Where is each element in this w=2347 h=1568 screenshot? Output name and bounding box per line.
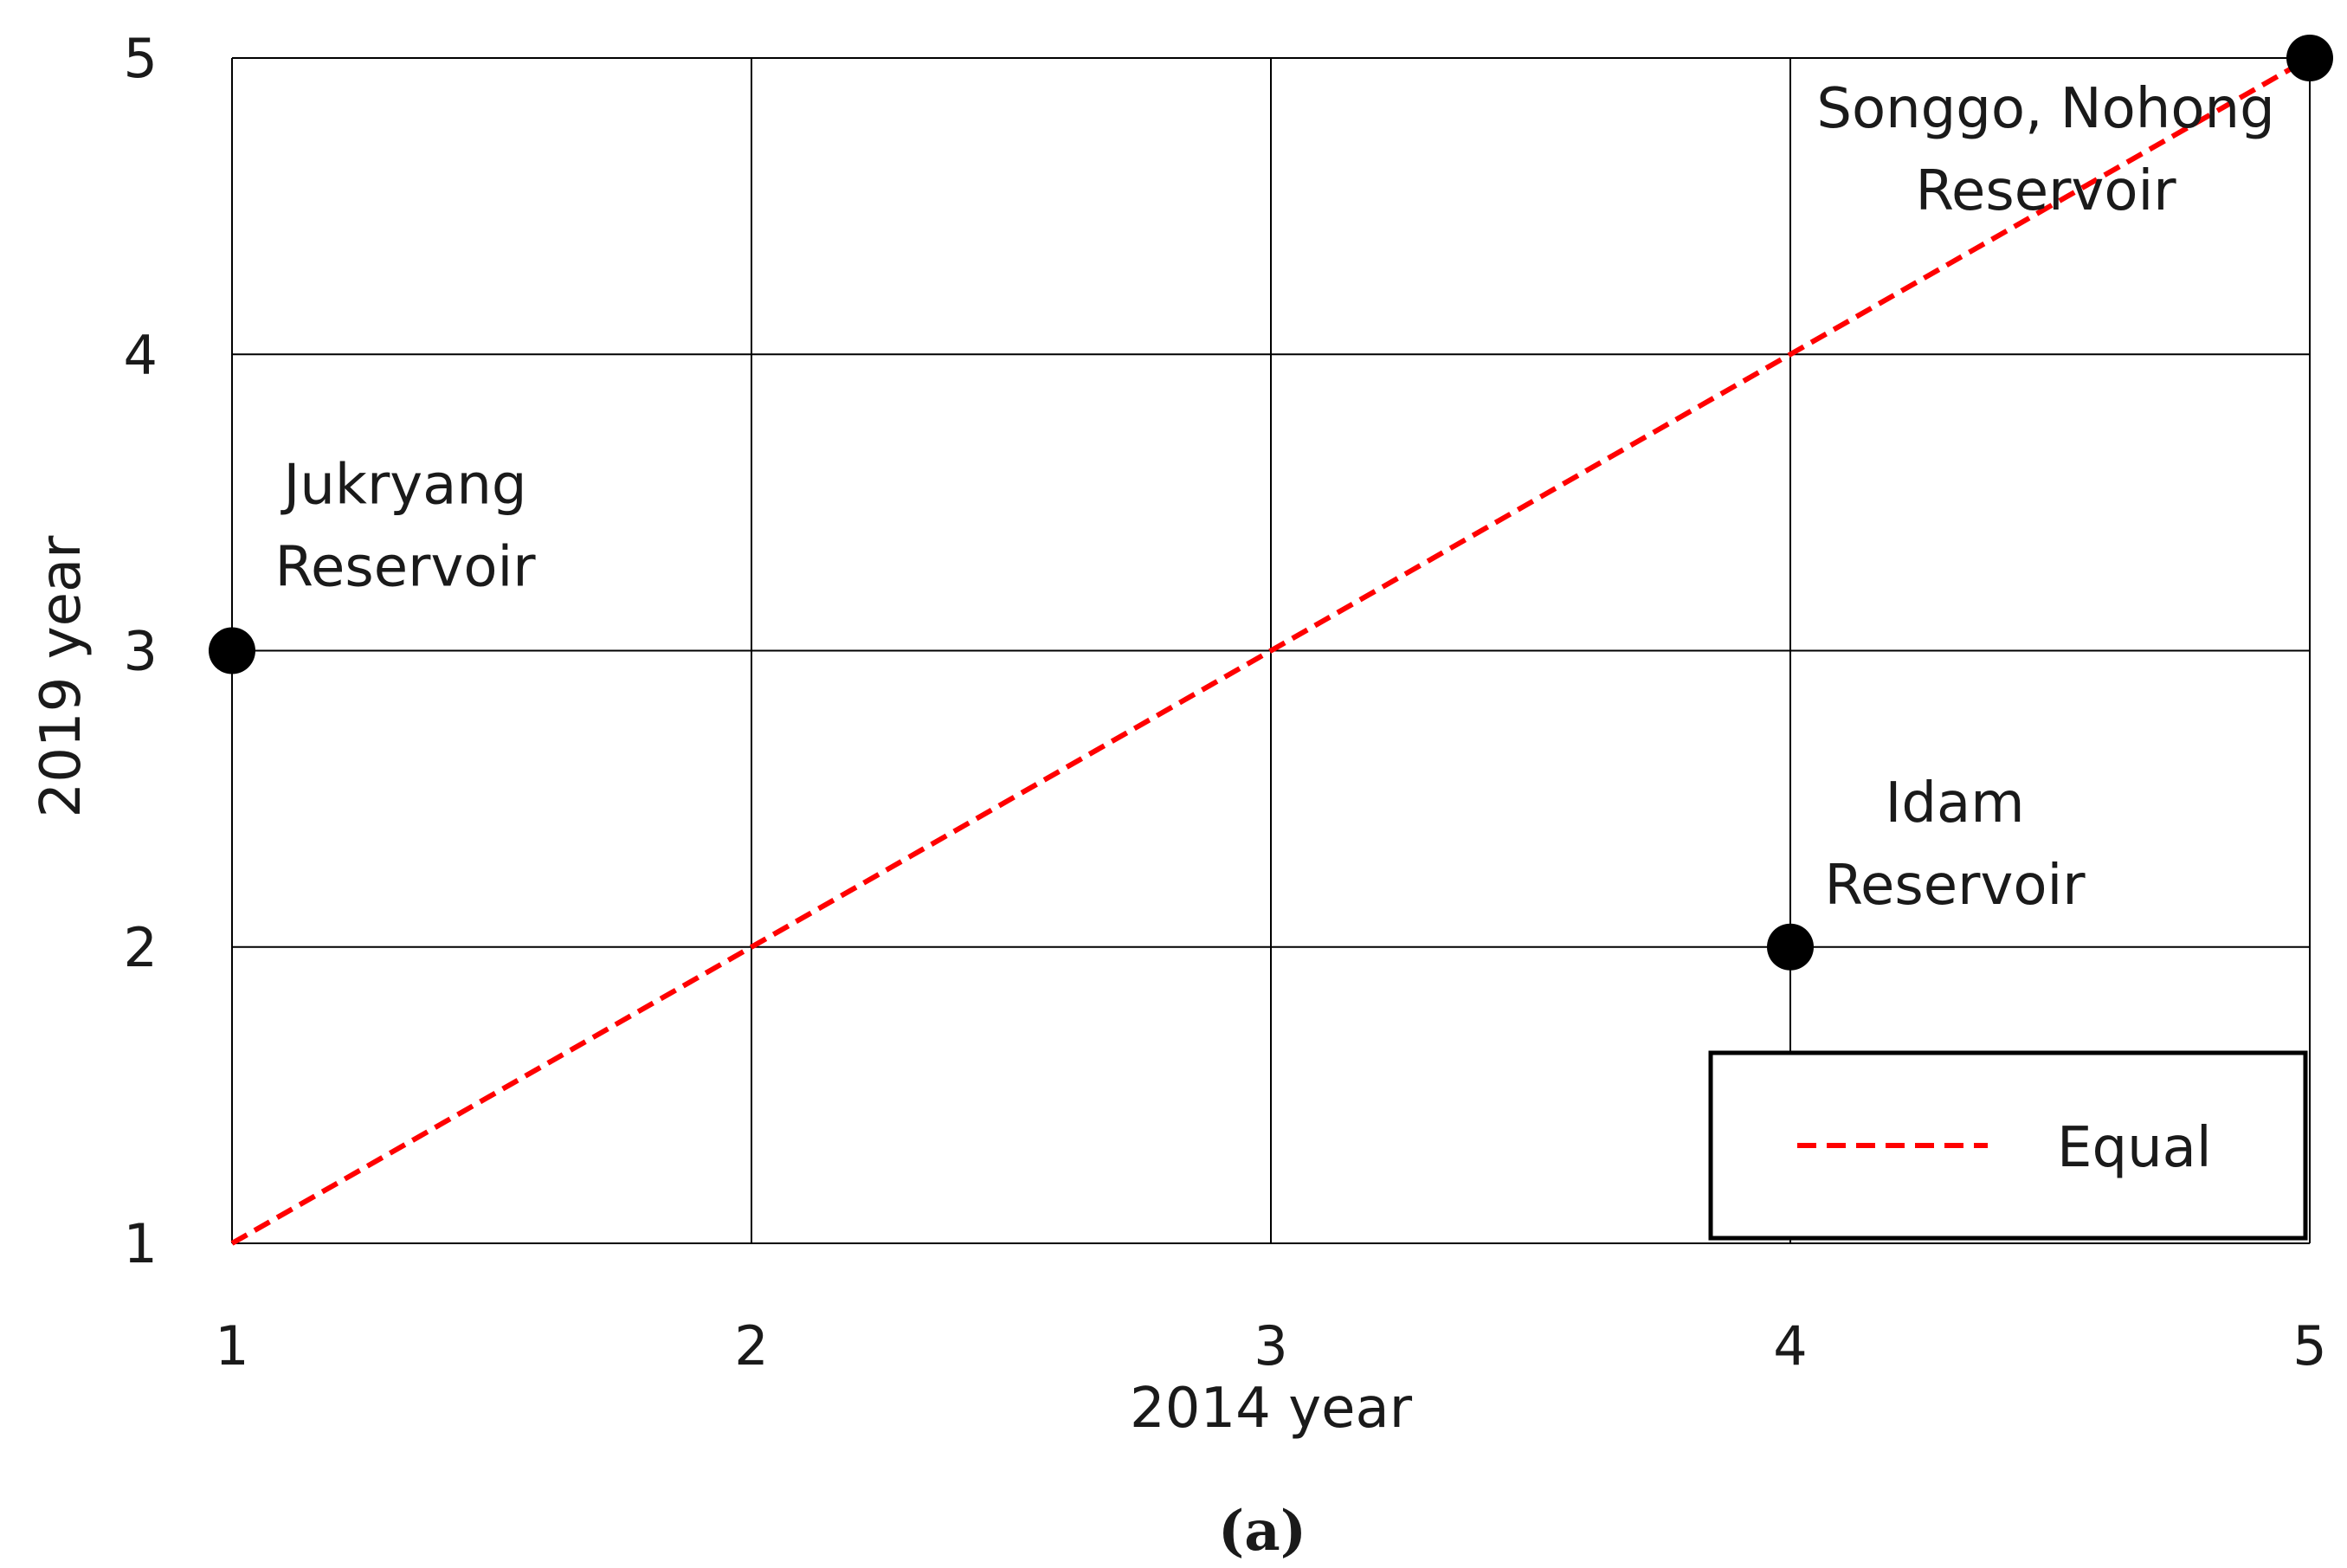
x-tick-label-5: 5 [2292, 1314, 2326, 1378]
annotation-3: Songgo, Nohong Reservoir [1816, 77, 2274, 223]
x-tick-labels: 1 2 3 4 5 [215, 1314, 2326, 1378]
x-tick-label-3: 3 [1254, 1314, 1287, 1378]
y-tick-label-3: 3 [124, 620, 158, 683]
x-axis-title: 2014 year [1130, 1377, 1413, 1441]
annotation-2: Idam Reservoir [1824, 771, 2086, 918]
points-layer [209, 35, 2333, 971]
annotation-3-line-2: Reservoir [1915, 159, 2176, 223]
data-point-3 [2286, 35, 2333, 81]
x-tick-label-4: 4 [1773, 1314, 1807, 1378]
data-point-1 [209, 627, 255, 674]
series-layer [230, 55, 2312, 1246]
legend: Equal [1708, 1050, 2308, 1241]
grid [231, 57, 2311, 1244]
y-axis-title: 2019 year [29, 535, 93, 818]
annotation-1-line-2: Reservoir [274, 536, 536, 600]
y-tick-labels: 1 2 3 4 5 [124, 27, 158, 1275]
annotation-1: Jukryang Reservoir [274, 454, 536, 600]
legend-label-equal: Equal [2057, 1116, 2212, 1180]
figure-caption: (a) [1218, 1499, 1306, 1564]
y-tick-label-4: 4 [124, 323, 158, 386]
y-tick-label-1: 1 [124, 1212, 158, 1275]
annotation-1-line-1: Jukryang [280, 454, 526, 518]
x-tick-label-2: 2 [734, 1314, 768, 1378]
annotation-3-line-1: Songgo, Nohong [1816, 77, 2274, 141]
series-line-equal [230, 55, 2312, 1246]
annotation-2-line-2: Reservoir [1824, 854, 2086, 918]
y-tick-label-2: 2 [124, 916, 158, 979]
x-tick-label-1: 1 [215, 1314, 248, 1378]
y-tick-label-5: 5 [124, 27, 158, 90]
data-point-2 [1767, 923, 1814, 971]
annotation-2-line-1: Idam [1885, 771, 2024, 836]
